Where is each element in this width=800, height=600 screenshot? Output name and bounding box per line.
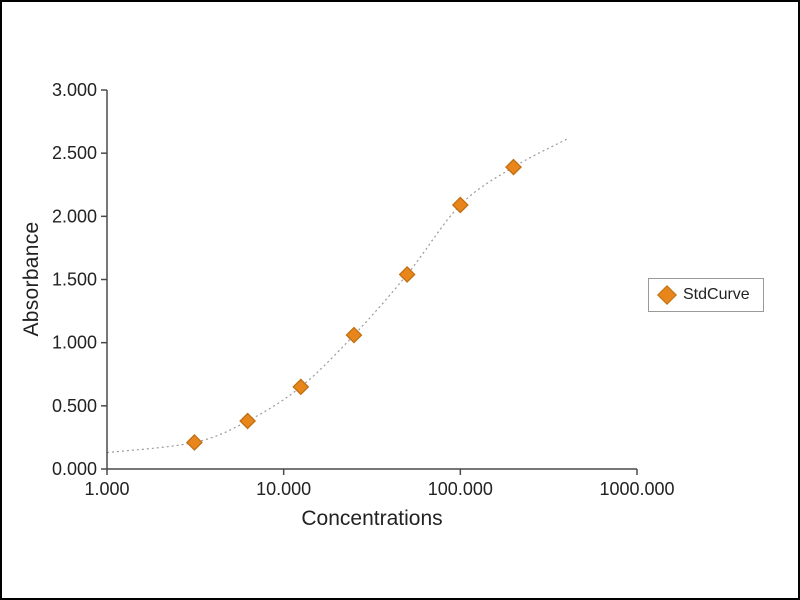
fit-curve xyxy=(106,138,567,454)
y-tick-label: 1.500 xyxy=(52,270,97,290)
legend-label: StdCurve xyxy=(683,286,750,303)
x-tick-label: 100.000 xyxy=(428,479,493,499)
data-point xyxy=(398,266,416,283)
axes xyxy=(106,90,637,470)
x-tick-label: 1.000 xyxy=(84,479,129,499)
legend: StdCurve xyxy=(648,278,764,312)
data-point xyxy=(292,378,310,396)
data-point xyxy=(239,412,257,430)
data-point xyxy=(451,196,469,214)
y-tick-label: 1.000 xyxy=(52,333,97,353)
data-point xyxy=(345,326,363,344)
legend-diamond-icon xyxy=(657,285,677,305)
y-tick-label: 2.500 xyxy=(52,143,97,163)
y-tick-label: 0.500 xyxy=(52,396,97,416)
data-point xyxy=(186,434,203,451)
x-tick-label: 10.000 xyxy=(256,479,311,499)
y-tick-label: 0.000 xyxy=(52,459,97,479)
data-point xyxy=(505,158,522,176)
y-axis-label: Absorbance xyxy=(20,221,43,337)
y-tick-label: 3.000 xyxy=(52,80,97,100)
x-tick-label: 1000.000 xyxy=(599,479,674,499)
x-axis-label: Concentrations xyxy=(301,507,443,530)
y-tick-label: 2.000 xyxy=(52,206,97,226)
